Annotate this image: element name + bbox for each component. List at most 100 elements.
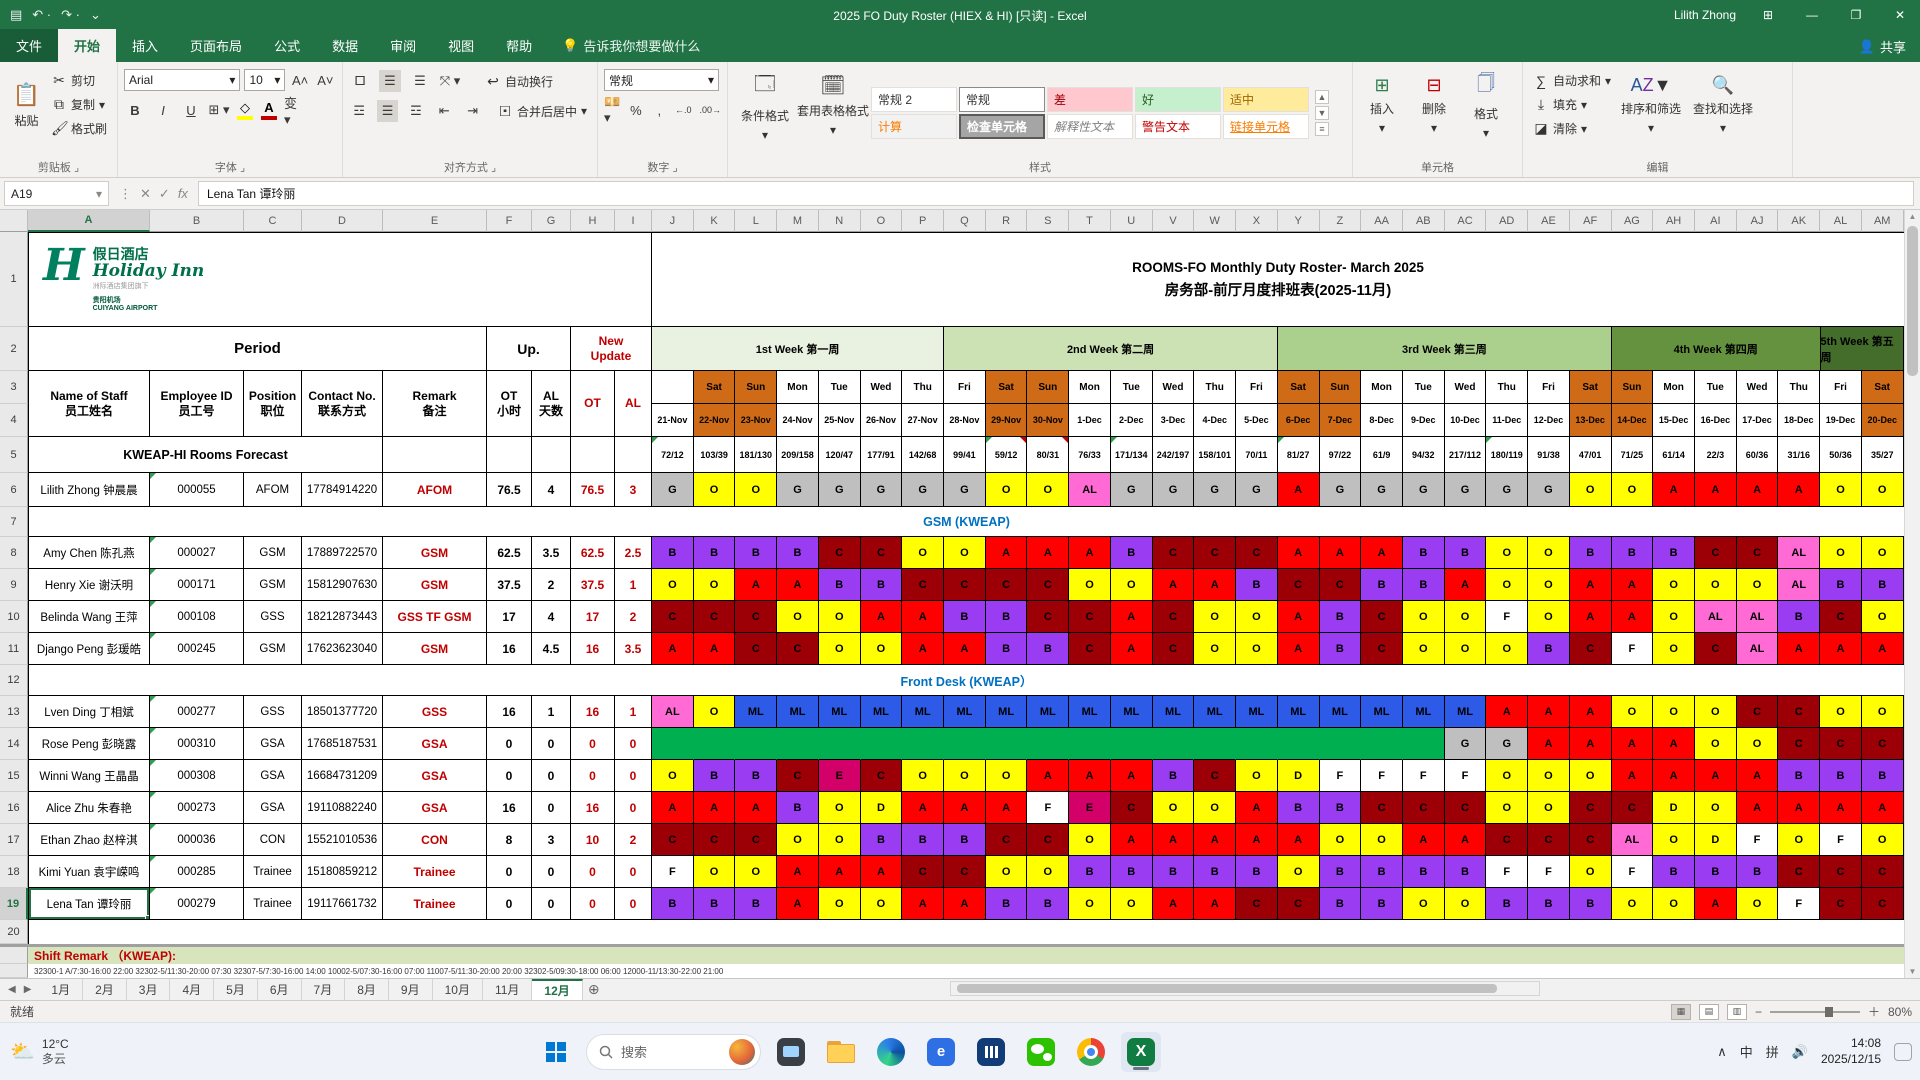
shift-cell-17-28[interactable]: F <box>1820 824 1862 856</box>
forecast-cell-25[interactable]: 22/3 <box>1694 437 1737 473</box>
shift-cell-9-20[interactable]: O <box>1486 569 1529 601</box>
sheet-tab-8月[interactable]: 8月 <box>345 979 389 1000</box>
tray-chevron-icon[interactable]: ∧ <box>1717 1043 1727 1059</box>
sheet-tab-12月[interactable]: 12月 <box>532 979 583 1000</box>
shift-cell-9-13[interactable]: A <box>1194 569 1237 601</box>
cell-style-检查单元格[interactable]: 检查单元格 <box>959 113 1045 139</box>
day-cell-14[interactable]: Fri <box>1236 371 1278 404</box>
ot-hours-header[interactable]: OT 小时 <box>487 371 532 437</box>
shift-cell-13-6[interactable]: ML <box>902 696 945 728</box>
shift-cell-17-13[interactable]: A <box>1194 824 1237 856</box>
shift-cell-18-8[interactable]: O <box>985 856 1028 888</box>
shift-cell-8-4[interactable]: C <box>818 537 861 569</box>
shift-cell-9-3[interactable]: A <box>777 569 819 601</box>
shift-cell-6-25[interactable]: A <box>1694 473 1737 507</box>
row-header-17[interactable]: 17 <box>0 824 28 856</box>
insert-function-icon[interactable]: fx <box>177 186 188 201</box>
staff-remark-cell[interactable]: AFOM <box>383 473 487 507</box>
staff-remark-cell[interactable]: GSA <box>383 792 487 824</box>
shift-cell-10-13[interactable]: O <box>1194 601 1237 633</box>
shift-cell-19-24[interactable]: O <box>1653 888 1695 920</box>
day-cell-0[interactable] <box>652 371 694 404</box>
al-days-header[interactable]: AL 天数 <box>532 371 571 437</box>
day-cell-1[interactable]: Sat <box>693 371 736 404</box>
shift-cell-8-15[interactable]: A <box>1277 537 1320 569</box>
shift-cell-10-1[interactable]: C <box>693 601 736 633</box>
shift-cell-10-28[interactable]: C <box>1820 601 1862 633</box>
taskbar-app-chrome[interactable] <box>1071 1032 1111 1072</box>
shift-cell-14-22[interactable]: A <box>1569 728 1612 760</box>
shift-cell-19-12[interactable]: A <box>1152 888 1195 920</box>
date-cell-21-Nov[interactable]: 21-Nov <box>652 404 694 437</box>
enter-icon[interactable]: ✓ <box>158 185 170 201</box>
shift-cell-11-4[interactable]: O <box>818 633 861 665</box>
shift-cell-6-23[interactable]: O <box>1611 473 1654 507</box>
forecast-cell-11[interactable]: 171/134 <box>1110 437 1153 473</box>
staff-new-ot-cell[interactable]: 0 <box>571 856 615 888</box>
decrease-indent-icon[interactable]: ⇤ <box>438 103 450 118</box>
shift-cell-14-14[interactable] <box>1236 728 1278 760</box>
sheet-tab-6月[interactable]: 6月 <box>258 979 302 1000</box>
staff-ot-cell[interactable]: 0 <box>487 728 532 760</box>
staff-new-al-cell[interactable]: 0 <box>615 856 652 888</box>
staff-ot-cell[interactable]: 8 <box>487 824 532 856</box>
shift-cell-16-27[interactable]: A <box>1778 792 1821 824</box>
shift-cell-11-7[interactable]: A <box>944 633 986 665</box>
column-header-AK[interactable]: AK <box>1778 210 1821 232</box>
shift-cell-16-24[interactable]: D <box>1653 792 1695 824</box>
shift-cell-15-24[interactable]: A <box>1653 760 1695 792</box>
shift-cell-14-4[interactable] <box>818 728 861 760</box>
shift-cell-18-25[interactable]: B <box>1694 856 1737 888</box>
shift-cell-9-7[interactable]: C <box>944 569 986 601</box>
shift-cell-9-11[interactable]: O <box>1110 569 1153 601</box>
shift-cell-13-10[interactable]: ML <box>1069 696 1111 728</box>
column-header-A[interactable]: A <box>28 210 150 232</box>
column-header-T[interactable]: T <box>1069 210 1111 232</box>
shift-cell-18-7[interactable]: C <box>944 856 986 888</box>
ime-mode-indicator[interactable]: 拼 <box>1765 1045 1779 1060</box>
row-header-13[interactable]: 13 <box>0 696 28 728</box>
shift-cell-16-19[interactable]: C <box>1444 792 1487 824</box>
shift-cell-13-20[interactable]: A <box>1486 696 1529 728</box>
shift-cell-6-2[interactable]: O <box>735 473 778 507</box>
day-cell-15[interactable]: Sat <box>1277 371 1320 404</box>
shift-cell-14-6[interactable] <box>902 728 945 760</box>
staff-new-ot-cell[interactable]: 16 <box>571 696 615 728</box>
shift-cell-14-7[interactable] <box>944 728 986 760</box>
row-header-8[interactable]: 8 <box>0 537 28 569</box>
shift-cell-10-29[interactable]: O <box>1861 601 1904 633</box>
shift-cell-10-14[interactable]: O <box>1236 601 1278 633</box>
shift-cell-11-1[interactable]: A <box>693 633 736 665</box>
column-header-AL[interactable]: AL <box>1820 210 1862 232</box>
shift-cell-16-22[interactable]: C <box>1569 792 1612 824</box>
vertical-scrollbar[interactable]: ▲ ▼ <box>1904 210 1920 978</box>
staff-ot-cell[interactable]: 17 <box>487 601 532 633</box>
staff-new-ot-cell[interactable]: 10 <box>571 824 615 856</box>
cell-style-警告文本[interactable]: 警告文本 <box>1135 113 1221 139</box>
new-update-header[interactable]: New Update <box>571 327 652 371</box>
staff-remark-cell[interactable]: GSM <box>383 537 487 569</box>
shift-cell-6-8[interactable]: O <box>985 473 1028 507</box>
shift-cell-13-15[interactable]: ML <box>1277 696 1320 728</box>
shift-cell-15-13[interactable]: C <box>1194 760 1237 792</box>
shift-cell-8-6[interactable]: O <box>902 537 945 569</box>
shift-cell-9-21[interactable]: O <box>1528 569 1570 601</box>
day-cell-22[interactable]: Sat <box>1569 371 1612 404</box>
staff-remark-cell[interactable]: GSM <box>383 569 487 601</box>
shift-cell-16-23[interactable]: C <box>1611 792 1654 824</box>
shift-cell-11-17[interactable]: C <box>1361 633 1403 665</box>
shift-cell-15-2[interactable]: B <box>735 760 778 792</box>
shift-cell-19-8[interactable]: B <box>985 888 1028 920</box>
day-cell-27[interactable]: Thu <box>1778 371 1821 404</box>
shift-cell-10-8[interactable]: B <box>985 601 1028 633</box>
staff-al-cell[interactable]: 4 <box>532 473 571 507</box>
shift-cell-15-9[interactable]: A <box>1027 760 1070 792</box>
staff-position-cell[interactable]: Trainee <box>244 888 302 920</box>
row-header-10[interactable]: 10 <box>0 601 28 633</box>
staff-ot-cell[interactable]: 0 <box>487 856 532 888</box>
shift-cell-15-16[interactable]: F <box>1319 760 1362 792</box>
shift-cell-13-22[interactable]: A <box>1569 696 1612 728</box>
shift-cell-16-4[interactable]: O <box>818 792 861 824</box>
forecast-cell-15[interactable]: 81/27 <box>1277 437 1320 473</box>
taskbar-app-bank[interactable] <box>971 1032 1011 1072</box>
